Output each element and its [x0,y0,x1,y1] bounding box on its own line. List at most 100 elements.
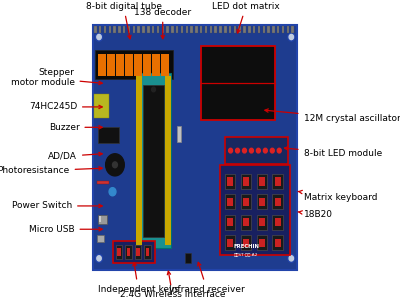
Bar [272,26,275,33]
Bar [144,245,151,259]
Bar [166,26,169,33]
Bar [143,85,164,236]
Circle shape [229,148,232,153]
Bar [272,215,283,230]
Bar [259,198,265,206]
Bar [107,54,115,76]
Bar [256,174,267,189]
Bar [243,218,249,226]
Bar [241,215,251,230]
Bar [116,245,122,259]
Text: Buzzer: Buzzer [49,123,102,132]
Bar [227,238,233,247]
Circle shape [289,256,294,261]
Bar [99,217,102,222]
Text: 普中ST·最具·A2: 普中ST·最具·A2 [234,252,258,256]
Bar [272,194,283,209]
Bar [275,218,280,226]
Bar [113,26,116,33]
Text: 138 decoder: 138 decoder [134,8,191,39]
Bar [147,26,150,33]
Text: AD/DA: AD/DA [48,152,102,161]
Bar [243,238,249,247]
Bar [287,26,289,33]
Bar [248,26,250,33]
Bar [262,26,265,33]
Text: 8-bit LED module: 8-bit LED module [284,147,382,158]
Bar [116,54,124,76]
Circle shape [263,148,267,153]
Bar [176,26,178,33]
Bar [201,46,276,120]
Circle shape [106,154,124,176]
Bar [256,194,267,209]
Bar [272,174,283,189]
Circle shape [96,254,102,262]
Bar [99,26,102,33]
Circle shape [288,33,295,41]
Bar [112,241,155,263]
Bar [275,177,280,186]
Text: LED dot matrix: LED dot matrix [212,2,280,33]
Text: Infrared receiver: Infrared receiver [169,262,245,294]
Bar [220,165,290,255]
Bar [256,215,267,230]
Bar [227,177,233,186]
Bar [225,235,235,250]
Bar [243,26,246,33]
Bar [98,127,119,143]
Text: FRECHIN: FRECHIN [233,244,259,249]
Bar [259,177,265,186]
Bar [243,198,249,206]
Bar [200,26,202,33]
Bar [195,26,198,33]
Bar [152,26,154,33]
Bar [277,26,280,33]
Text: 12M crystal ascillator: 12M crystal ascillator [265,109,400,123]
Bar [96,236,104,242]
Text: Stepper
motor module: Stepper motor module [10,68,102,88]
Bar [243,177,249,186]
Bar [157,26,159,33]
Bar [128,26,130,33]
Text: Matrix keyboard: Matrix keyboard [298,190,377,202]
Text: Power Switch: Power Switch [12,201,102,210]
Circle shape [289,34,294,40]
Bar [258,26,260,33]
Bar [171,26,174,33]
Bar [93,26,298,270]
Bar [142,26,145,33]
Bar [241,235,251,250]
Bar [259,238,265,247]
Bar [136,76,142,245]
Circle shape [256,148,260,153]
Circle shape [112,162,118,168]
Bar [98,54,106,76]
Bar [219,26,222,33]
Bar [98,215,107,224]
Circle shape [97,256,101,261]
Bar [275,198,280,206]
Bar [186,26,188,33]
Bar [292,26,294,33]
Bar [126,245,132,259]
Circle shape [277,148,281,153]
Bar [224,26,226,33]
Bar [229,26,231,33]
Circle shape [97,34,101,40]
Bar [227,198,233,206]
Text: 8-bit digital tube: 8-bit digital tube [86,2,162,39]
Bar [190,26,193,33]
Circle shape [288,254,295,262]
Bar [146,248,149,256]
Text: Photoresistance: Photoresistance [0,167,102,176]
Bar [94,94,109,118]
Bar [152,54,160,76]
Bar [143,54,151,76]
Bar [225,137,288,164]
Bar [241,194,251,209]
Bar [136,248,140,256]
Text: 18B20: 18B20 [298,210,332,219]
Bar [214,26,217,33]
Bar [227,218,233,226]
